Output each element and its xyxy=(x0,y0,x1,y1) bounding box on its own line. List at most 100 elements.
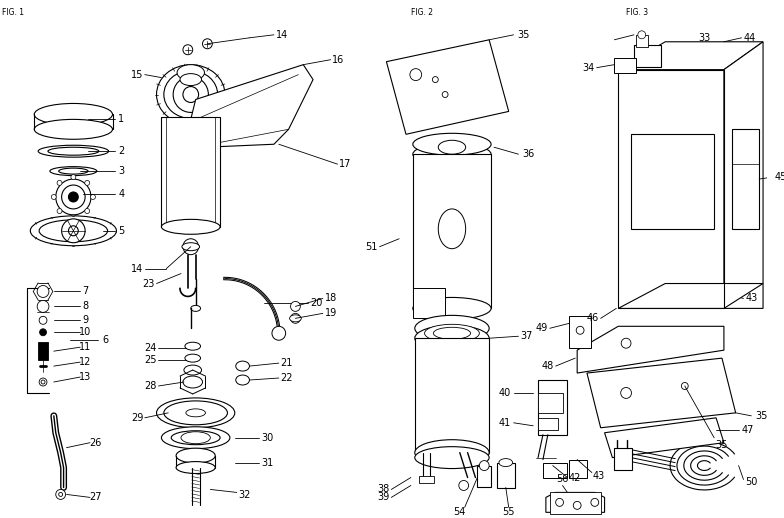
Bar xyxy=(631,134,714,229)
Text: 35: 35 xyxy=(755,411,768,421)
Circle shape xyxy=(291,301,300,311)
Text: 11: 11 xyxy=(79,342,91,352)
Text: 18: 18 xyxy=(325,293,337,304)
Text: 33: 33 xyxy=(699,33,710,43)
Text: FIG. 1: FIG. 1 xyxy=(2,8,24,17)
Text: 48: 48 xyxy=(542,361,554,371)
Text: 43: 43 xyxy=(593,470,604,481)
Ellipse shape xyxy=(162,219,220,234)
Text: 19: 19 xyxy=(325,308,337,319)
Ellipse shape xyxy=(164,401,227,425)
Text: FIG. 2: FIG. 2 xyxy=(411,8,433,17)
Ellipse shape xyxy=(191,306,201,311)
Ellipse shape xyxy=(184,365,201,375)
Ellipse shape xyxy=(438,140,466,154)
Text: 10: 10 xyxy=(79,327,91,337)
Circle shape xyxy=(638,31,646,39)
Circle shape xyxy=(202,39,212,49)
Text: 42: 42 xyxy=(569,472,582,482)
Text: 55: 55 xyxy=(503,507,515,517)
Ellipse shape xyxy=(39,220,107,242)
Polygon shape xyxy=(619,42,763,69)
Circle shape xyxy=(681,382,688,390)
Text: 29: 29 xyxy=(131,413,143,423)
Text: 12: 12 xyxy=(79,357,91,367)
Circle shape xyxy=(57,209,62,213)
Bar xyxy=(38,342,48,360)
Polygon shape xyxy=(191,65,313,147)
Circle shape xyxy=(591,498,599,507)
Text: 51: 51 xyxy=(365,242,378,252)
Bar xyxy=(538,418,557,430)
Circle shape xyxy=(459,481,469,491)
Text: 8: 8 xyxy=(82,301,88,311)
Text: 16: 16 xyxy=(332,55,345,65)
Bar xyxy=(543,463,568,478)
Text: 49: 49 xyxy=(535,323,548,333)
Ellipse shape xyxy=(425,324,479,342)
Bar xyxy=(419,476,434,483)
Text: 14: 14 xyxy=(131,264,143,274)
Bar xyxy=(569,316,591,348)
Text: 27: 27 xyxy=(89,493,102,502)
Circle shape xyxy=(57,180,62,185)
Ellipse shape xyxy=(157,65,225,124)
Ellipse shape xyxy=(415,447,489,469)
Text: 21: 21 xyxy=(281,358,292,368)
Bar xyxy=(415,338,489,453)
Ellipse shape xyxy=(31,216,116,246)
Text: 35: 35 xyxy=(517,30,529,40)
Ellipse shape xyxy=(434,327,470,339)
Text: 34: 34 xyxy=(583,63,595,73)
Circle shape xyxy=(39,378,47,386)
Circle shape xyxy=(621,387,631,398)
Text: 54: 54 xyxy=(454,507,466,517)
Text: 1: 1 xyxy=(118,114,125,124)
Circle shape xyxy=(40,329,46,336)
Text: 15: 15 xyxy=(131,69,143,80)
Text: 45: 45 xyxy=(775,172,784,182)
Circle shape xyxy=(62,219,85,243)
Bar xyxy=(619,69,724,308)
Circle shape xyxy=(59,493,63,496)
Ellipse shape xyxy=(413,133,491,155)
Circle shape xyxy=(41,380,45,384)
Circle shape xyxy=(410,69,422,81)
Ellipse shape xyxy=(34,119,112,139)
Circle shape xyxy=(573,501,581,509)
Polygon shape xyxy=(619,283,763,308)
Bar xyxy=(413,154,491,308)
Bar xyxy=(550,493,601,514)
Ellipse shape xyxy=(164,70,218,119)
Circle shape xyxy=(556,498,564,507)
Circle shape xyxy=(37,285,49,297)
Circle shape xyxy=(71,214,76,219)
Polygon shape xyxy=(546,493,604,512)
Ellipse shape xyxy=(177,65,205,81)
Ellipse shape xyxy=(181,431,210,444)
Bar xyxy=(615,57,636,73)
Polygon shape xyxy=(724,42,763,308)
Text: 2: 2 xyxy=(118,146,125,156)
Text: 20: 20 xyxy=(310,298,322,308)
Text: 46: 46 xyxy=(586,313,599,323)
Text: 23: 23 xyxy=(143,279,155,289)
Text: 14: 14 xyxy=(276,30,288,40)
Ellipse shape xyxy=(415,440,489,466)
Text: 25: 25 xyxy=(144,355,157,365)
Polygon shape xyxy=(413,289,445,319)
Ellipse shape xyxy=(415,315,489,341)
Circle shape xyxy=(272,326,285,340)
Text: 17: 17 xyxy=(339,159,351,169)
Circle shape xyxy=(85,180,89,185)
Ellipse shape xyxy=(289,315,301,322)
Text: 39: 39 xyxy=(377,493,390,502)
Text: 36: 36 xyxy=(522,149,535,159)
Text: 32: 32 xyxy=(238,491,251,500)
Bar xyxy=(615,448,632,469)
Circle shape xyxy=(173,77,209,112)
Text: 40: 40 xyxy=(499,388,511,398)
Bar xyxy=(731,130,759,229)
Text: 50: 50 xyxy=(745,478,757,487)
Ellipse shape xyxy=(34,104,112,125)
